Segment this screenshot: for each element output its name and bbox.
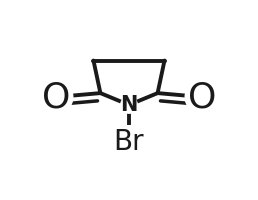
Text: O: O xyxy=(188,80,216,114)
Circle shape xyxy=(112,126,146,159)
Text: Br: Br xyxy=(114,128,144,156)
Text: O: O xyxy=(42,80,70,114)
Circle shape xyxy=(185,80,219,114)
Circle shape xyxy=(39,80,73,114)
Circle shape xyxy=(121,97,137,113)
Text: N: N xyxy=(120,95,138,115)
